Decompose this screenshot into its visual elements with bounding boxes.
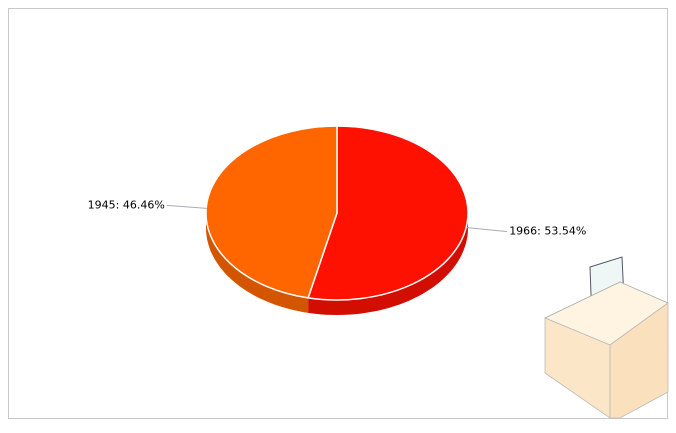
pie: 1966: 53.54% 1945: 46.46% xyxy=(88,125,586,315)
data-label: 1966: 53.54% xyxy=(509,225,586,238)
pie-side xyxy=(308,213,468,315)
leader-line xyxy=(467,227,508,233)
data-label: 1945: 46.46% xyxy=(88,198,165,211)
pie-slice xyxy=(307,125,469,301)
ballot-box-icon xyxy=(544,256,669,419)
pie-slice xyxy=(205,125,338,299)
leader-line xyxy=(166,204,207,209)
pie-side xyxy=(206,213,309,313)
